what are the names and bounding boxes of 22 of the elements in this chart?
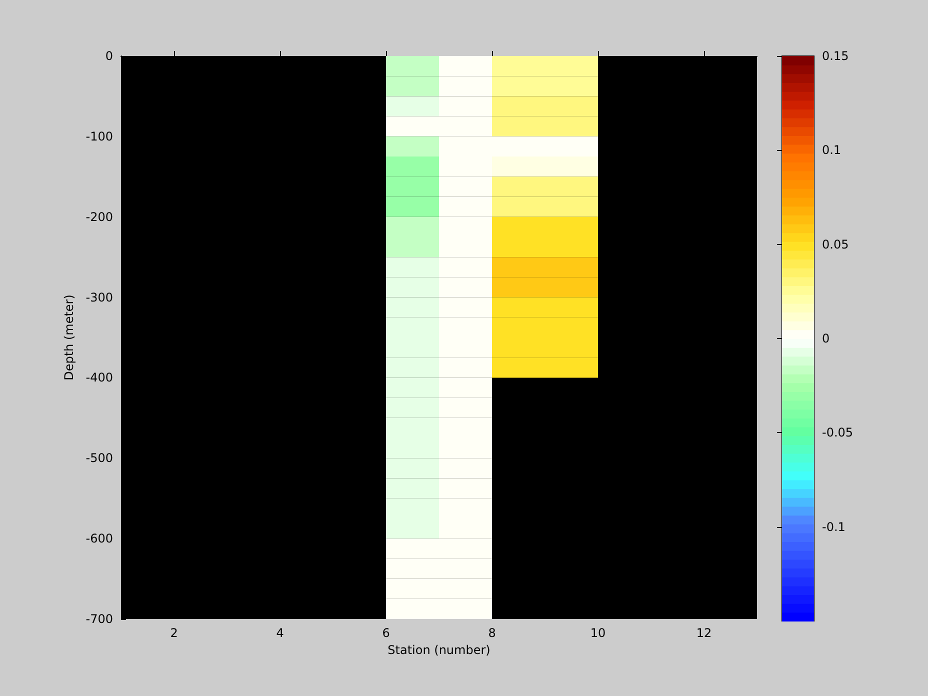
x-tick-label: 12 xyxy=(696,626,712,640)
y-tick-label: -200 xyxy=(86,210,113,224)
x-tick-label: 8 xyxy=(488,626,496,640)
x-tick-label: 6 xyxy=(382,626,390,640)
x-tick-label: 10 xyxy=(590,626,606,640)
y-tick-label: -100 xyxy=(86,129,113,144)
x-tick-label: 2 xyxy=(170,626,178,640)
y-tick-label: -500 xyxy=(86,451,113,466)
y-tick-label: -300 xyxy=(86,290,113,304)
color-bar-label: -0.1 xyxy=(822,520,846,534)
y-tick-label: -700 xyxy=(86,612,113,626)
y-tick-label: -400 xyxy=(86,370,113,385)
y-tick-label: 0 xyxy=(105,49,113,63)
color-bar-label: -0.05 xyxy=(822,426,854,440)
color-bar-label: 0.1 xyxy=(822,143,842,158)
x-tick-label: 4 xyxy=(276,626,284,640)
y-tick-label: -600 xyxy=(86,532,113,546)
x-axis-title: Station (number) xyxy=(388,642,490,657)
y-axis-title: Depth (meter) xyxy=(62,294,76,380)
color-bar-label: 0 xyxy=(822,332,830,346)
color-bar-label: 0.15 xyxy=(822,49,849,63)
color-bar-label: 0.05 xyxy=(822,237,849,252)
